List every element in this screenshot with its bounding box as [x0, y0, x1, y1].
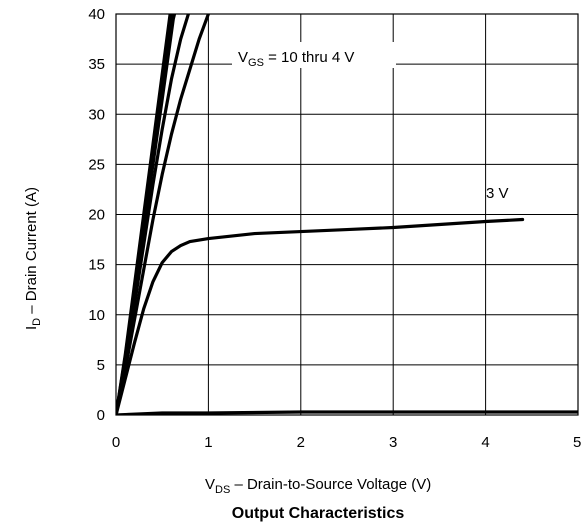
x-tick-label-3: 3 — [389, 434, 397, 451]
y-tick-label-1: 5 — [97, 357, 105, 374]
y-tick-label-0: 0 — [97, 407, 105, 424]
x-tick-label-2: 2 — [297, 434, 305, 451]
plot-frame — [115, 13, 579, 416]
y-tick-labels: 0 5 10 15 20 25 30 35 40 — [88, 6, 105, 424]
series-curve-6 — [116, 410, 578, 415]
chart-caption: Output Characteristics — [232, 505, 405, 522]
y-tick-label-7: 35 — [88, 56, 105, 73]
y-tick-label-8: 40 — [88, 6, 105, 23]
x-tick-label-5: 5 — [573, 434, 581, 451]
x-tick-labels: 0 1 2 3 4 5 — [112, 434, 582, 451]
vgs-annotation: VGS = 10 thru 4 V — [238, 49, 354, 69]
series-curve-2 — [116, 14, 177, 415]
curves — [116, 14, 578, 415]
x-tick-label-4: 4 — [481, 434, 489, 451]
vgs-label-background — [232, 42, 396, 68]
x-axis-title: VDS – Drain-to-Source Voltage (V) — [205, 476, 431, 496]
y-tick-label-4: 20 — [88, 207, 105, 224]
y-tick-label-6: 30 — [88, 106, 105, 123]
y-tick-label-3: 15 — [88, 257, 105, 274]
y-tick-label-2: 10 — [88, 307, 105, 324]
x-tick-label-0: 0 — [112, 434, 120, 451]
vgs-3v-annotation: 3 V — [486, 185, 509, 202]
y-axis-title: ID – Drain Current (A) — [23, 187, 43, 330]
gridlines — [115, 13, 579, 416]
x-tick-label-1: 1 — [204, 434, 212, 451]
series-curve-4 — [116, 14, 210, 415]
series-curve-5 — [116, 217, 525, 415]
y-tick-label-5: 25 — [88, 156, 105, 173]
